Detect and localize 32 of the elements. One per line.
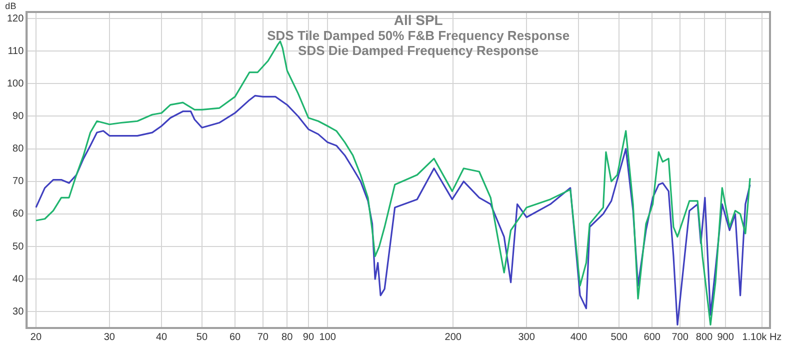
x-tick-label: 400 <box>570 332 588 343</box>
y-tick-label: 110 <box>8 46 24 57</box>
x-tick-label: 500 <box>610 332 628 343</box>
y-axis-title: dB <box>5 0 16 11</box>
x-tick-label: 90 <box>302 332 314 343</box>
x-tick-label: 80 <box>282 332 294 343</box>
x-tick-label: 50 <box>196 332 208 343</box>
x-tick-label: 600 <box>644 332 661 343</box>
x-tick-label: 100 <box>319 332 336 343</box>
chart-title: All SPL <box>394 12 444 28</box>
x-tick-label: 200 <box>444 332 462 343</box>
y-tick-label: 60 <box>12 208 24 220</box>
x-tick-label: 800 <box>696 332 714 343</box>
x-tick-label: 900 <box>717 332 734 343</box>
annotation: SDS Die Damped Frequency Response <box>298 43 539 58</box>
y-tick-label: 80 <box>12 144 24 155</box>
x-tick-label: 1.10k Hz <box>742 332 782 343</box>
x-tick-label: 700 <box>672 332 689 343</box>
y-tick-label: 50 <box>12 241 24 252</box>
y-tick-label: 30 <box>12 306 24 318</box>
x-tick-label: 30 <box>104 332 116 343</box>
x-tick-label: 60 <box>229 332 241 343</box>
x-tick-label: 70 <box>257 332 269 343</box>
y-tick-label: 40 <box>12 274 24 285</box>
x-tick-label: 300 <box>518 332 536 343</box>
x-tick-label: 40 <box>156 332 168 343</box>
y-tick-label: 70 <box>12 176 24 188</box>
annotation: SDS Tile Damped 50% F&B Frequency Response <box>267 28 570 44</box>
y-tick-label: 120 <box>6 13 24 24</box>
x-tick-label: 20 <box>30 332 42 343</box>
y-tick-label: 100 <box>6 78 24 90</box>
y-tick-label: 90 <box>12 110 24 122</box>
